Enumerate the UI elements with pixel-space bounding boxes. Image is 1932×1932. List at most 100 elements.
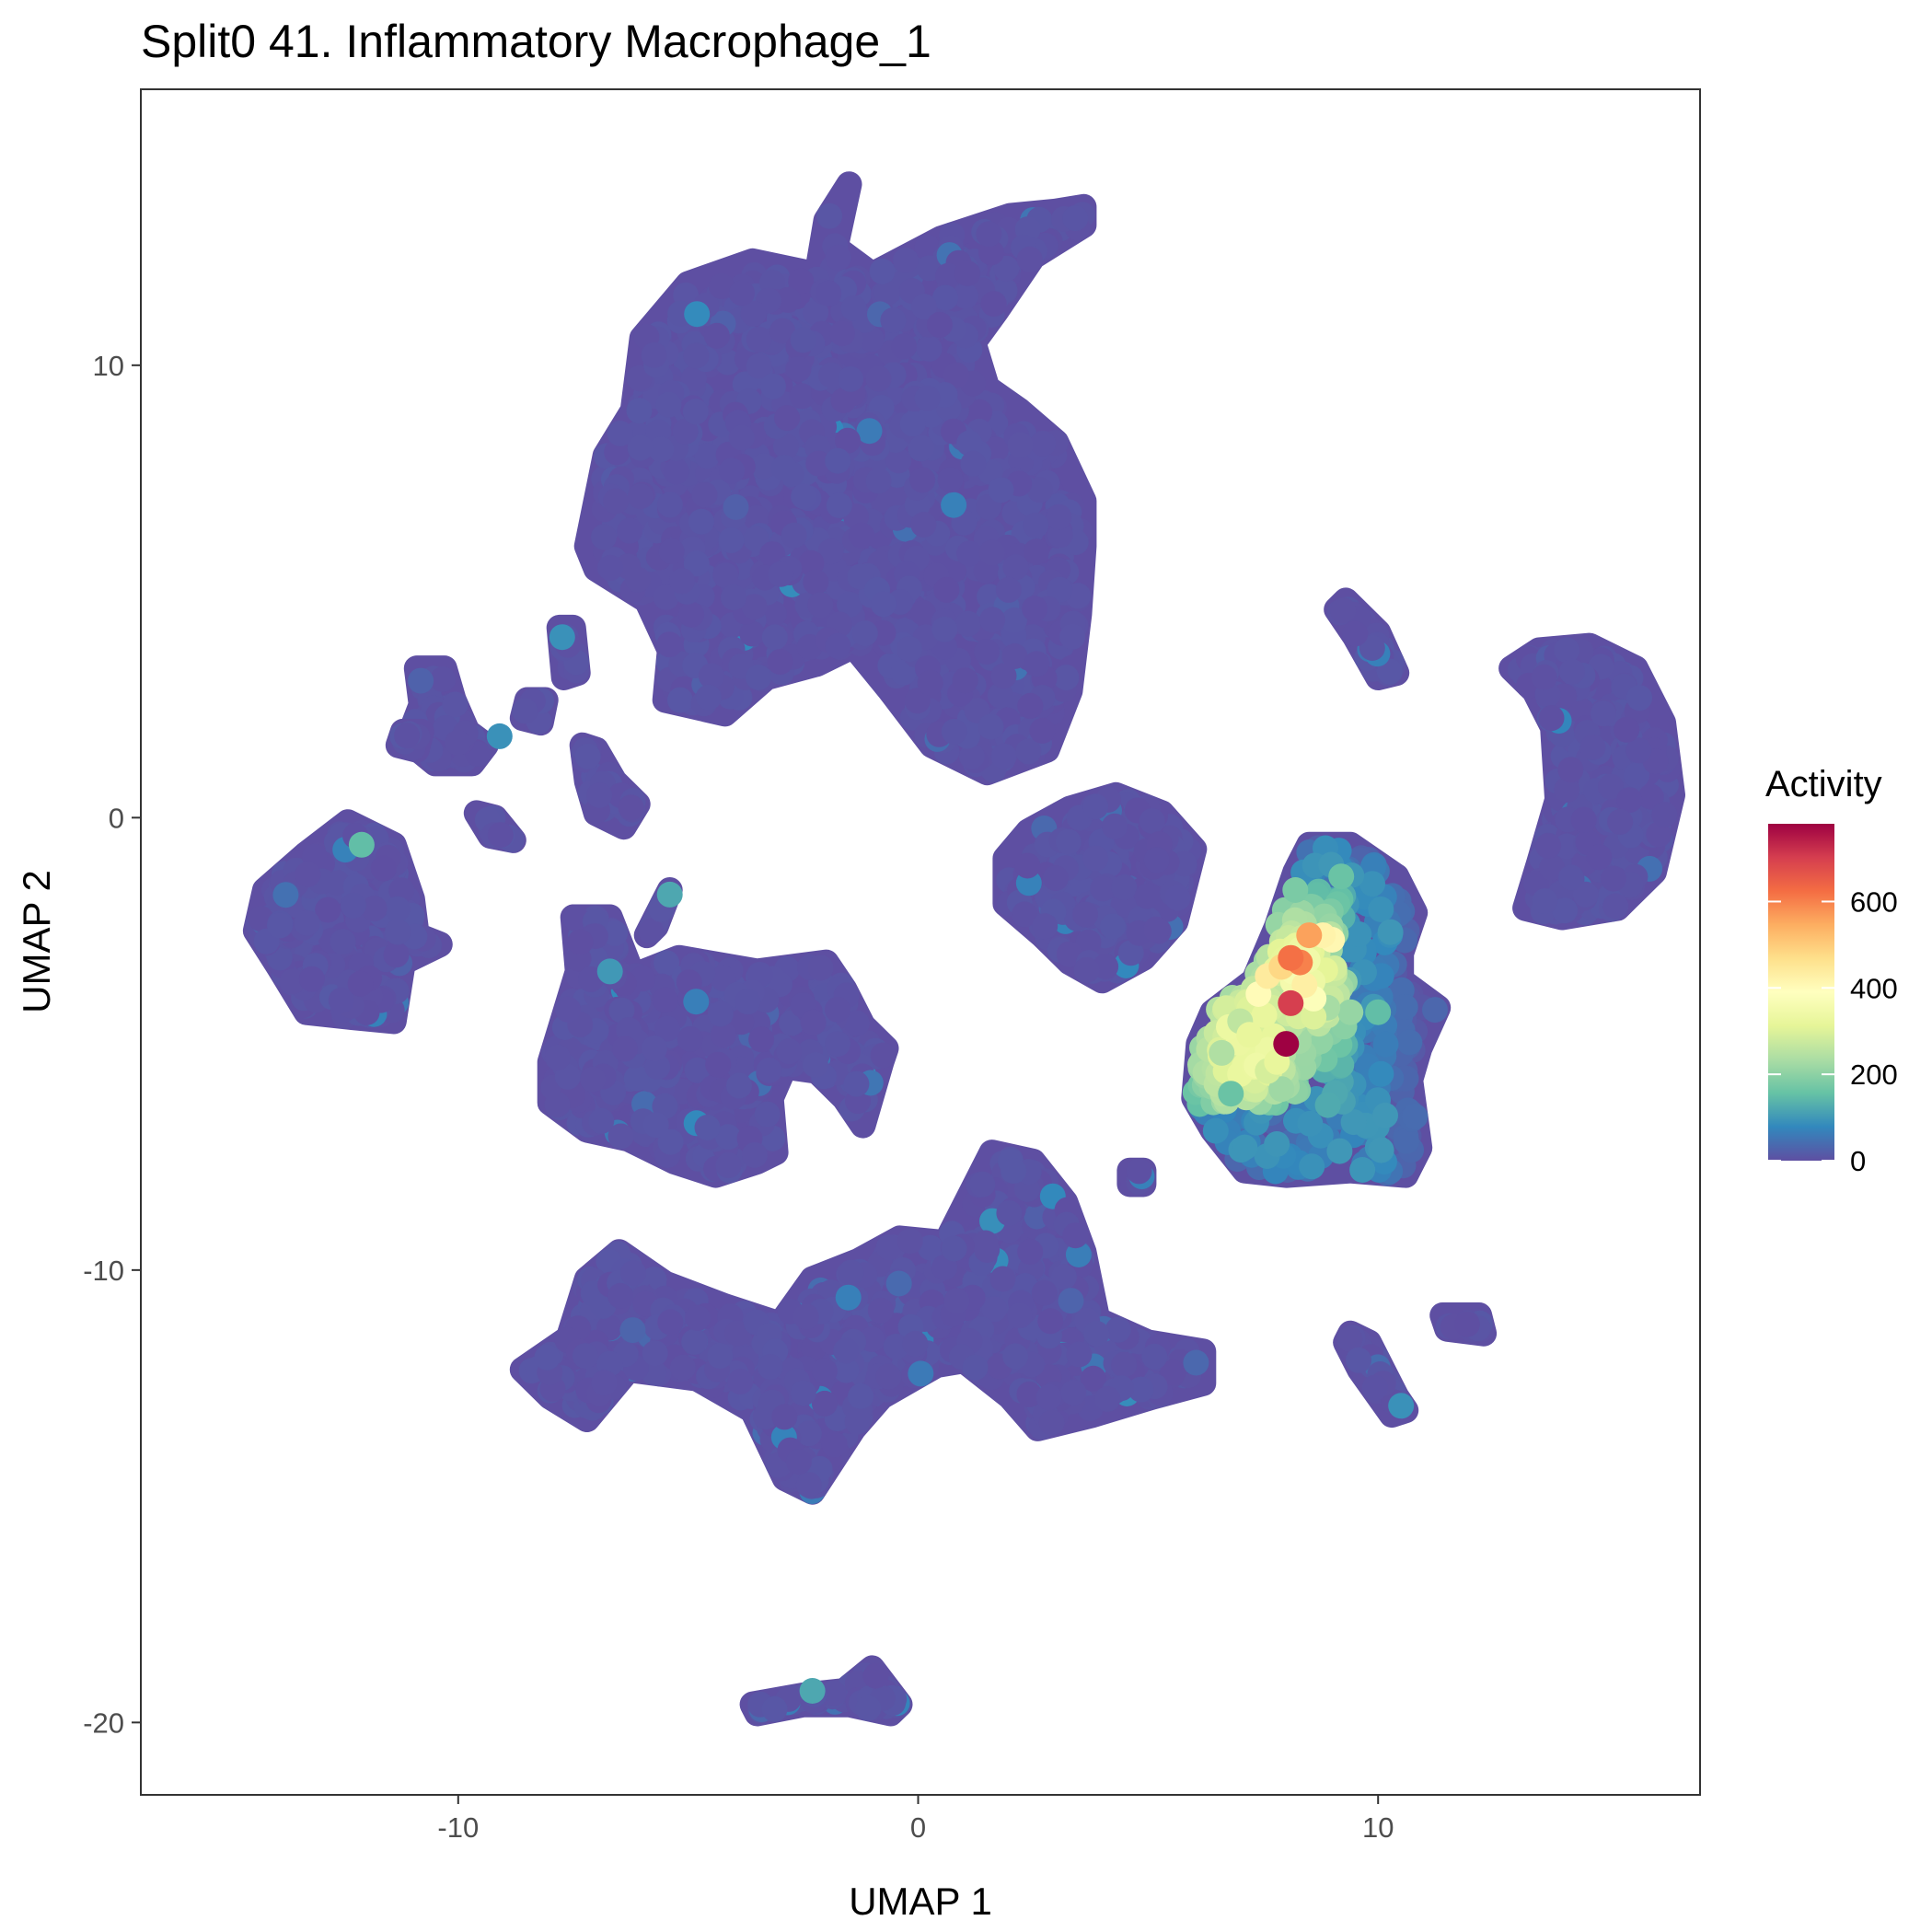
data-point xyxy=(1017,1239,1044,1265)
data-point xyxy=(1082,845,1109,872)
data-point xyxy=(976,221,1002,248)
data-point xyxy=(669,1354,696,1381)
data-point xyxy=(849,522,875,549)
data-point xyxy=(711,1022,736,1048)
data-point xyxy=(512,698,538,724)
data-point xyxy=(1164,885,1191,911)
data-point xyxy=(695,684,722,711)
cluster-small-5 xyxy=(509,687,559,736)
data-point xyxy=(683,550,710,577)
data-point xyxy=(875,1234,902,1261)
data-point xyxy=(641,1035,667,1061)
data-point xyxy=(795,1472,822,1498)
data-point xyxy=(880,307,907,333)
data-point xyxy=(680,365,707,392)
data-point xyxy=(654,1015,680,1042)
data-point xyxy=(683,989,710,1015)
cluster-bottom-main xyxy=(509,1140,1217,1505)
data-point xyxy=(803,569,829,596)
cluster-top-main xyxy=(573,171,1097,786)
data-point xyxy=(1264,1131,1290,1157)
data-point xyxy=(1126,1158,1152,1185)
data-point xyxy=(795,1420,822,1447)
data-point xyxy=(757,1354,783,1380)
data-point xyxy=(562,906,589,932)
data-point xyxy=(1030,430,1057,457)
data-point xyxy=(602,920,629,946)
x-tick-label: -10 xyxy=(437,1811,479,1844)
data-point xyxy=(996,1200,1023,1226)
data-point xyxy=(657,1309,684,1336)
data-point xyxy=(870,1042,897,1069)
data-point xyxy=(856,418,883,445)
x-tick-label: 0 xyxy=(910,1811,926,1844)
data-point xyxy=(1056,941,1082,967)
data-point xyxy=(885,1270,912,1297)
data-point xyxy=(607,1282,634,1309)
data-point xyxy=(958,743,985,769)
data-point xyxy=(617,517,643,544)
data-point xyxy=(1301,1003,1327,1030)
data-point xyxy=(720,584,746,611)
data-point xyxy=(840,295,867,321)
data-point xyxy=(1616,787,1643,814)
data-point xyxy=(1102,813,1128,839)
data-point xyxy=(715,1152,742,1179)
data-point xyxy=(430,666,457,692)
data-point xyxy=(672,418,699,445)
data-point xyxy=(990,663,1017,689)
data-point xyxy=(1602,893,1629,920)
data-point xyxy=(591,1370,618,1396)
data-point xyxy=(1094,1385,1121,1412)
data-point xyxy=(897,1228,923,1255)
data-point xyxy=(724,1320,751,1347)
data-point xyxy=(588,1107,615,1134)
data-point xyxy=(1002,554,1029,581)
data-point xyxy=(1393,1128,1419,1154)
data-point xyxy=(596,958,623,985)
data-point xyxy=(902,1330,929,1357)
data-point xyxy=(995,576,1022,603)
data-point xyxy=(688,508,714,535)
legend: Activity 0 200 400 600 xyxy=(1765,764,1898,1177)
data-point xyxy=(743,526,769,552)
legend-ticks: 0 200 400 600 xyxy=(1768,885,1898,1177)
data-point xyxy=(807,954,834,981)
data-point xyxy=(1016,1381,1043,1407)
data-point xyxy=(1273,1031,1300,1058)
cluster-small-9 xyxy=(1429,1302,1498,1347)
data-point xyxy=(1111,1351,1138,1378)
data-point xyxy=(681,1328,708,1355)
data-point xyxy=(656,631,683,658)
data-point xyxy=(1037,1308,1064,1335)
data-point xyxy=(739,620,766,647)
data-point xyxy=(385,919,411,945)
legend-tick-label: 200 xyxy=(1850,1059,1898,1091)
data-point xyxy=(1038,1409,1065,1436)
data-point xyxy=(1065,1242,1092,1267)
data-point xyxy=(597,554,623,581)
cluster-upper-right-strip xyxy=(1324,587,1410,690)
data-point xyxy=(408,667,434,694)
data-point xyxy=(1607,808,1634,835)
legend-title: Activity xyxy=(1765,764,1882,804)
data-point xyxy=(1209,1039,1235,1066)
data-point xyxy=(1023,538,1049,565)
data-point xyxy=(761,1695,788,1722)
cluster-center-blob xyxy=(992,781,1208,994)
data-point xyxy=(791,483,817,510)
data-point xyxy=(544,1044,571,1070)
data-point xyxy=(619,1317,646,1344)
data-point xyxy=(835,1284,862,1311)
data-point xyxy=(908,434,935,461)
data-point xyxy=(677,1025,703,1052)
data-point xyxy=(1055,828,1082,855)
data-point xyxy=(769,318,796,344)
data-point xyxy=(607,421,633,446)
data-point xyxy=(1651,802,1678,827)
data-point xyxy=(1554,777,1580,803)
data-point xyxy=(668,568,695,595)
data-point xyxy=(816,280,842,307)
data-point xyxy=(811,1358,838,1384)
data-point xyxy=(987,682,1013,709)
